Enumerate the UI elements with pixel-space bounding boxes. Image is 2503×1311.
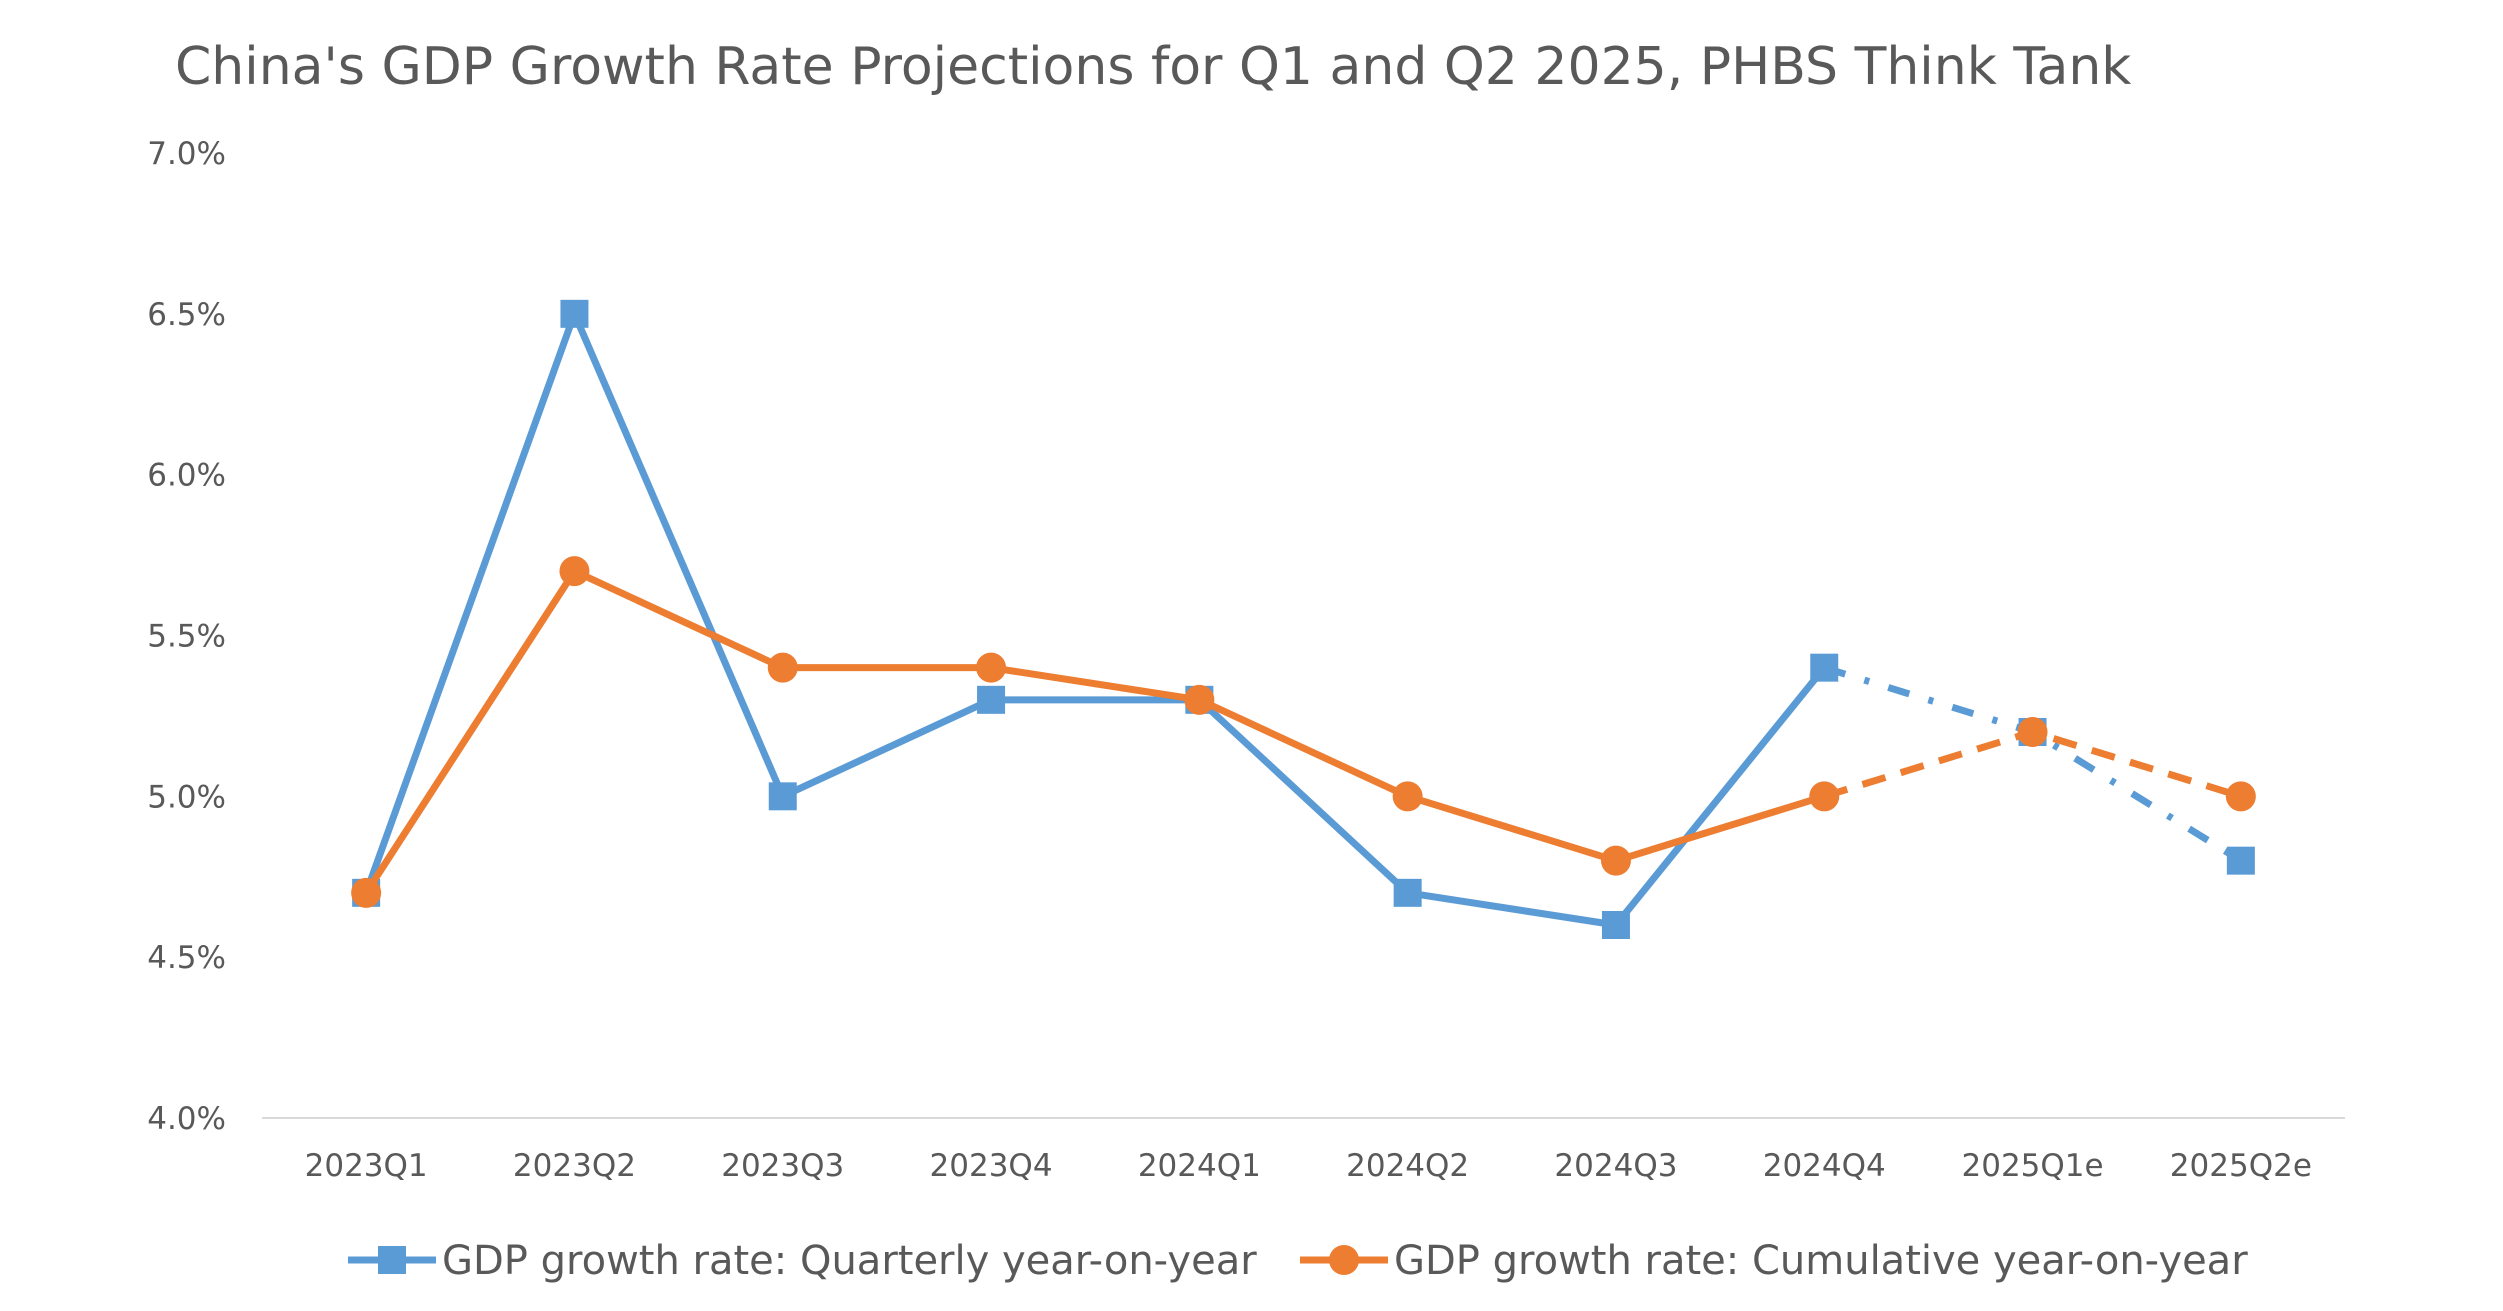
- legend-marker-circle: [1329, 1245, 1359, 1275]
- data-point-circle: [2017, 717, 2048, 747]
- x-tick-label: 2024Q1: [1138, 1148, 1261, 1184]
- data-point-square: [560, 299, 589, 328]
- series-layer: [351, 299, 2256, 939]
- legend-item-1: GDP growth rate: Quarterly year-on-year: [348, 1238, 1257, 1284]
- x-tick-label: 2023Q2: [513, 1148, 636, 1184]
- y-axis-tick-labels: 4.0% 4.5% 5.0% 5.5% 6.0% 6.5% 7.0%: [147, 136, 226, 1137]
- series-line-actual: [362, 567, 1828, 897]
- data-point-square: [1393, 878, 1422, 907]
- x-tick-label: 2024Q3: [1554, 1148, 1677, 1184]
- data-point-circle: [1600, 845, 1631, 876]
- data-point-square: [2226, 846, 2255, 875]
- series-2: [351, 556, 2256, 908]
- data-point-circle: [767, 652, 798, 683]
- y-tick-label: 7.0%: [147, 136, 226, 172]
- x-tick-label: 2025Q2e: [2170, 1148, 2312, 1184]
- data-point-circle: [1184, 684, 1215, 715]
- data-point-square: [977, 685, 1006, 714]
- data-point-circle: [1809, 781, 1840, 812]
- data-point-square: [1810, 653, 1839, 682]
- x-tick-label: 2024Q2: [1346, 1148, 1469, 1184]
- data-point-circle: [1392, 781, 1423, 812]
- y-tick-label: 4.5%: [147, 940, 226, 976]
- y-tick-label: 5.0%: [147, 779, 226, 815]
- data-point-circle: [2225, 781, 2256, 812]
- x-tick-label: 2023Q4: [930, 1148, 1053, 1184]
- data-point-circle: [351, 877, 382, 908]
- legend-label: GDP growth rate: Quarterly year-on-year: [442, 1238, 1257, 1284]
- x-axis-tick-labels: 2023Q1 2023Q2 2023Q3 2023Q4 2024Q1 2024Q2 2024…: [305, 1148, 2312, 1184]
- x-tick-label: 2025Q1e: [1962, 1148, 2104, 1184]
- y-tick-label: 6.5%: [147, 297, 226, 333]
- y-tick-label: 6.0%: [147, 458, 226, 494]
- data-point-circle: [976, 652, 1007, 683]
- x-tick-label: 2023Q3: [721, 1148, 844, 1184]
- legend-item-2: GDP growth rate: Cumulative year-on-year: [1300, 1238, 2248, 1284]
- chart-title: China's GDP Growth Rate Projections for …: [175, 37, 2131, 97]
- legend-label: GDP growth rate: Cumulative year-on-year: [1394, 1238, 2248, 1284]
- x-tick-label: 2024Q4: [1763, 1148, 1886, 1184]
- x-tick-label: 2023Q1: [305, 1148, 428, 1184]
- series-line-actual: [362, 310, 1828, 929]
- data-point-square: [768, 782, 797, 811]
- legend: GDP growth rate: Quarterly year-on-year G…: [348, 1238, 2248, 1284]
- data-point-circle: [559, 556, 590, 587]
- y-tick-label: 5.5%: [147, 619, 226, 655]
- legend-marker-square: [378, 1246, 406, 1274]
- data-point-square: [1601, 911, 1630, 939]
- y-tick-label: 4.0%: [147, 1101, 226, 1137]
